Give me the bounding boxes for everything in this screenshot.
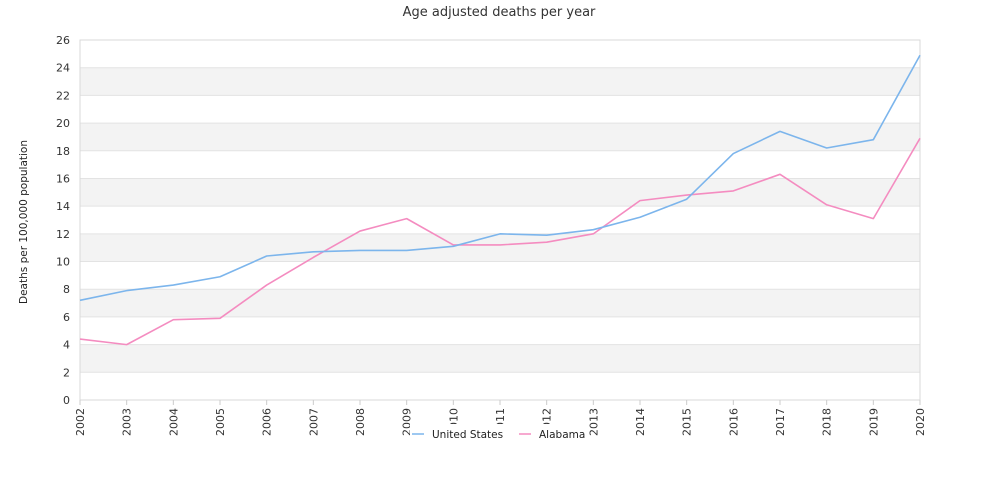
x-tick-label: 2016 (727, 408, 740, 436)
y-tick-label: 20 (56, 117, 70, 130)
plot-band (80, 123, 920, 151)
y-tick-label: 10 (56, 256, 70, 269)
y-axis-label: Deaths per 100,000 population (18, 140, 30, 304)
legend: United States Alabama (410, 424, 589, 441)
y-tick-label: 18 (56, 145, 70, 158)
legend-label: United States (432, 429, 503, 441)
y-tick-label: 26 (56, 34, 70, 47)
x-tick-label: 2002 (74, 408, 87, 436)
legend-label: Alabama (539, 429, 585, 441)
series-line (79, 54, 921, 302)
plot-band (80, 67, 920, 96)
series-lines (79, 54, 921, 346)
y-tick-label: 16 (56, 172, 70, 185)
plot-band (80, 233, 920, 262)
x-tick-label: 2003 (121, 408, 134, 436)
y-tick-label: 22 (56, 89, 70, 102)
series-line (79, 137, 921, 346)
legend-item-bg (410, 424, 506, 438)
x-tick-label: 2017 (774, 408, 787, 436)
x-tick-label: 2006 (261, 408, 274, 436)
y-tick-label: 0 (63, 394, 70, 407)
x-tick-label: 2013 (587, 408, 600, 436)
y-tick-label: 4 (63, 339, 70, 352)
x-tick-label: 2018 (821, 408, 834, 436)
chart-title: Age adjusted deaths per year (403, 5, 596, 20)
x-tick-label: 2007 (307, 408, 320, 436)
x-tick-label: 2014 (634, 408, 647, 436)
x-tick-label: 2004 (167, 408, 180, 436)
x-tick-label: 2020 (914, 408, 927, 436)
plot-bands (80, 67, 920, 373)
x-tick-label: 2015 (681, 408, 694, 436)
y-tick-label: 8 (63, 283, 70, 296)
y-tick-label: 6 (63, 311, 70, 324)
plot-band (80, 344, 920, 373)
x-tick-label: 2005 (214, 408, 227, 436)
legend-item-bg (517, 424, 589, 438)
y-tick-label: 14 (56, 200, 70, 213)
y-tick-label: 12 (56, 228, 70, 241)
x-tick-label: 2008 (354, 408, 367, 436)
x-tick-label: 2019 (867, 408, 880, 436)
plot-band (80, 178, 920, 207)
plot-band (80, 289, 920, 317)
y-tick-label: 24 (56, 62, 70, 75)
y-tick-label: 2 (63, 366, 70, 379)
